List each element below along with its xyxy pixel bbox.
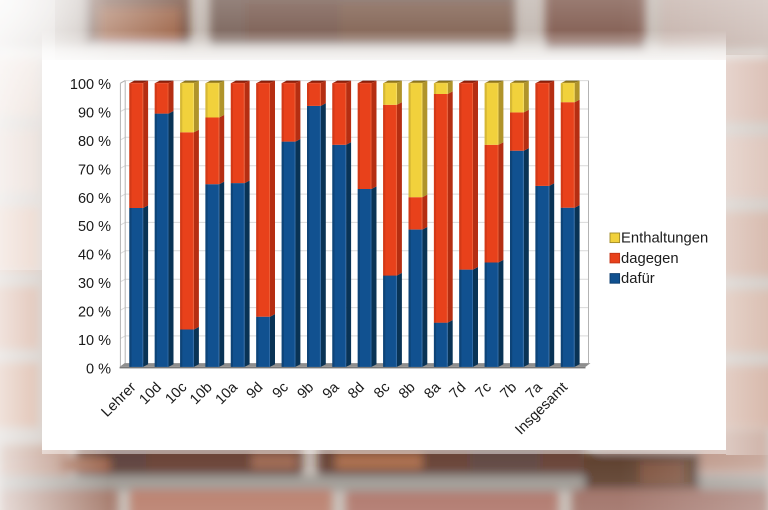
svg-text:dafür: dafür [621,271,655,287]
svg-text:40 %: 40 % [78,248,111,264]
svg-text:80 %: 80 % [78,134,111,150]
svg-text:30 %: 30 % [78,276,111,292]
svg-text:90 %: 90 % [78,106,111,122]
svg-text:20 %: 20 % [78,305,111,321]
svg-text:dagegen: dagegen [621,251,679,267]
svg-text:70 %: 70 % [78,162,111,178]
svg-text:100 %: 100 % [70,77,111,93]
svg-text:Enthaltungen: Enthaltungen [621,231,708,247]
svg-text:60 %: 60 % [78,191,111,207]
svg-text:10 %: 10 % [78,333,111,349]
svg-text:50 %: 50 % [78,219,111,235]
svg-text:0 %: 0 % [86,361,111,377]
